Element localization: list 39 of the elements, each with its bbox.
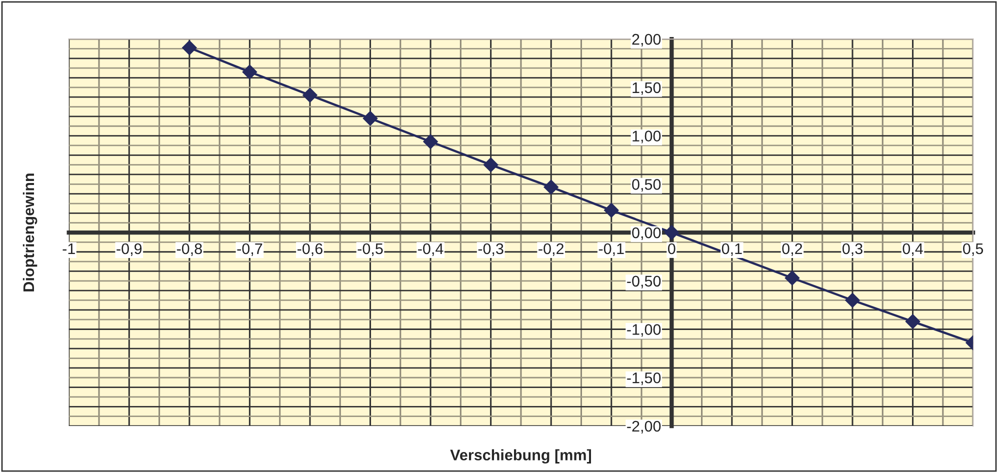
point <box>905 314 920 329</box>
point <box>362 110 378 126</box>
x-tick-label: -0,7 <box>237 243 262 256</box>
point <box>423 134 438 149</box>
point <box>845 292 860 308</box>
x-tick-label: 0 <box>668 243 676 254</box>
x-tick-label: -0,8 <box>176 243 202 256</box>
point <box>544 180 558 194</box>
x-tick-label: 0,4 <box>902 243 923 256</box>
y-tick-label: -2,00 <box>627 420 661 434</box>
point <box>784 270 800 286</box>
point <box>664 225 680 240</box>
x-tick-label: 0,3 <box>842 243 862 256</box>
point <box>604 202 619 218</box>
point <box>483 157 498 172</box>
x-tick-label: 0,1 <box>722 243 742 256</box>
y-tick-label: 0,00 <box>632 227 661 240</box>
x-tick-label: -0,4 <box>418 243 444 256</box>
y-tick-label: 1,00 <box>632 130 661 144</box>
x-tick-label: -1 <box>62 244 75 254</box>
y-axis-title: Dioptriengewinn <box>22 174 38 292</box>
x-tick-label: -0,3 <box>478 243 504 256</box>
x-tick-label: -0,6 <box>297 243 322 256</box>
y-tick-label: 0,50 <box>632 179 661 192</box>
x-tick-label: 0,5 <box>963 243 984 256</box>
y-tick-label: -0,50 <box>627 276 661 288</box>
point <box>182 40 197 56</box>
y-tick-label: -1,00 <box>627 324 661 337</box>
y-tick-label: 2,00 <box>632 34 661 47</box>
point <box>242 64 258 80</box>
y-tick-label: 1,50 <box>632 82 661 95</box>
x-tick-label: -0,9 <box>116 243 142 256</box>
x-tick-label: 0,2 <box>782 243 802 256</box>
x-tick-label: -0,5 <box>358 243 383 256</box>
y-tick-label: -1,50 <box>627 372 661 386</box>
x-tick-label: -0,2 <box>538 243 564 256</box>
x-axis-title: Verschiebung [mm] <box>450 449 591 464</box>
x-tick-label: -0,1 <box>598 243 624 256</box>
point <box>302 88 318 103</box>
